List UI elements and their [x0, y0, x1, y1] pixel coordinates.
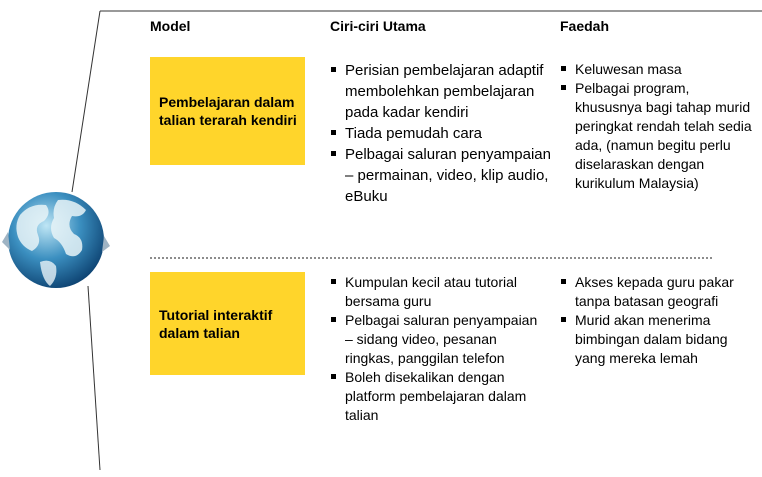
bullet-item: Pelbagai saluran penyampaian – permainan…: [330, 144, 555, 207]
bullet-item: Tiada pemudah cara: [330, 123, 555, 144]
bullet-item: Boleh disekalikan dengan platform pembel…: [330, 368, 545, 425]
benefit-list: Keluwesan masa Pelbagai program, khususny…: [560, 60, 760, 193]
bullet-item: Keluwesan masa: [560, 60, 760, 79]
bullet-item: Akses kepada guru pakar tanpa batasan ge…: [560, 273, 760, 311]
feature-list: Perisian pembelajaran adaptif membolehka…: [330, 60, 555, 207]
bullet-item: Perisian pembelajaran adaptif membolehka…: [330, 60, 555, 123]
model-label: Pembelajaran dalam talian terarah kendir…: [159, 94, 297, 128]
model-label: Tutorial interaktif dalam talian: [159, 306, 273, 341]
globe-icon: [2, 192, 110, 288]
model-box: Pembelajaran dalam talian terarah kendir…: [150, 57, 305, 165]
bullet-item: Pelbagai program, khususnya bagi tahap m…: [560, 79, 760, 193]
bullet-item: Kumpulan kecil atau tutorial bersama gur…: [330, 273, 545, 311]
bullet-item: Murid akan menerima bimbingan dalam bida…: [560, 311, 760, 368]
model-box: Tutorial interaktif dalam talian: [150, 272, 305, 375]
connector-line: [87, 285, 101, 471]
feature-list: Kumpulan kecil atau tutorial bersama gur…: [330, 273, 545, 425]
benefit-list: Akses kepada guru pakar tanpa batasan ge…: [560, 273, 760, 368]
column-header: Faedah: [560, 18, 610, 34]
column-header: Model: [150, 18, 191, 34]
bullet-item: Pelbagai saluran penyampaian – sidang vi…: [330, 311, 545, 368]
connector-line: [71, 10, 101, 193]
column-header: Ciri-ciri Utama: [330, 18, 426, 34]
